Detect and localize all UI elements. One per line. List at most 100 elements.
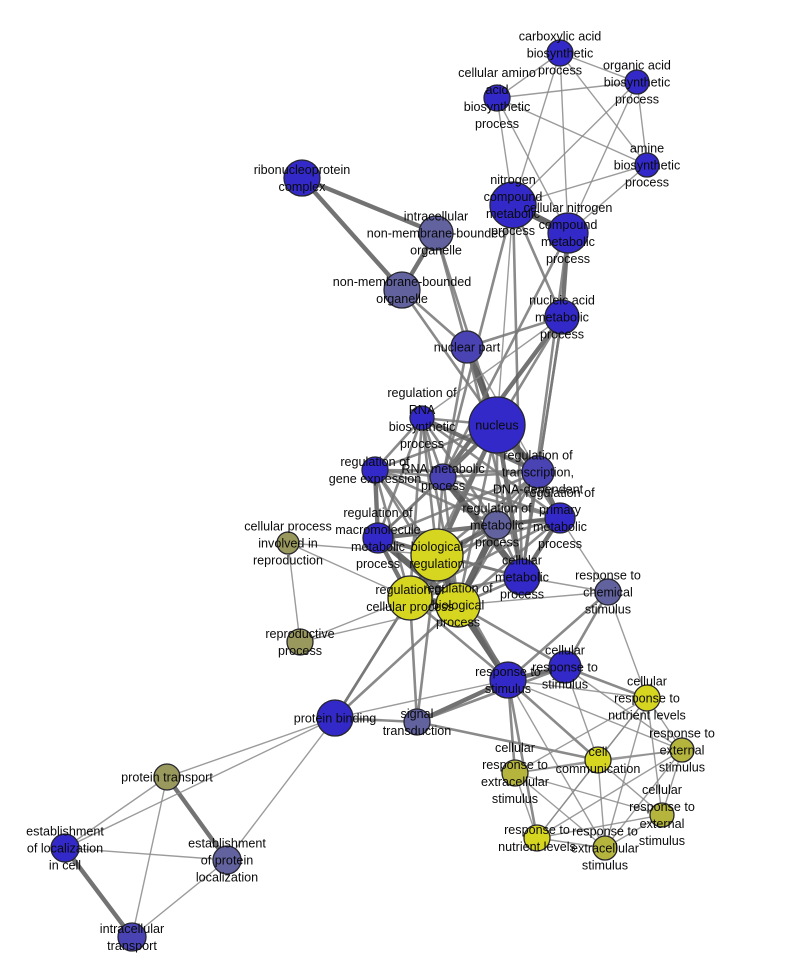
- edge-regulation-of-gene-expression--regulation-of-transcription-dna-dependent: [373, 468, 540, 474]
- edge-cellular-amino-acid-biosynthetic-process--amine-biosynthetic-process: [496, 97, 648, 166]
- edge-regulation-of-rna-biosynthetic-process--regulation-of-primary-metabolic-process: [420, 416, 562, 520]
- node-amine-biosynthetic-process[interactable]: [634, 152, 660, 178]
- node-regulation-of-biological-process[interactable]: [435, 582, 481, 628]
- node-carboxylic-acid-biosynthetic-process[interactable]: [546, 39, 574, 67]
- edge-cellular-process-involved-in-reproduction--reproductive-process: [287, 542, 301, 643]
- node-regulation-of-macromolecule-metabolic-process[interactable]: [362, 522, 394, 554]
- label-organic-acid-biosynthetic-process: organic acid biosynthetic process: [603, 59, 671, 107]
- edge-protein-transport--protein-binding: [166, 717, 336, 778]
- edge-organic-acid-biosynthetic-process--cellular-nitrogen-compound-metabolic-process: [567, 81, 638, 234]
- edge-protein-transport--intracellular-transport: [131, 776, 168, 938]
- node-organic-acid-biosynthetic-process[interactable]: [624, 69, 650, 95]
- edge-regulation-of-gene-expression--regulation-of-primary-metabolic-process: [373, 468, 562, 520]
- edge-response-to-chemical-stimulus--cellular-response-to-nutrient-levels: [607, 591, 648, 699]
- edge-response-to-stimulus--cellular-response-to-nutrient-levels: [507, 679, 648, 699]
- label-regulation-of-rna-biosynthetic-process: regulation of RNA biosynthetic process: [387, 386, 457, 451]
- node-cell-communication[interactable]: [584, 746, 612, 774]
- node-response-to-stimulus[interactable]: [489, 661, 527, 699]
- node-cellular-response-to-extracellular-stimulus[interactable]: [501, 759, 529, 787]
- node-cellular-response-to-external-stimulus[interactable]: [649, 802, 675, 828]
- node-response-to-external-stimulus[interactable]: [669, 737, 695, 763]
- edge-carboxylic-acid-biosynthetic-process--cellular-nitrogen-compound-metabolic-process: [559, 52, 569, 234]
- edge-cellular-amino-acid-biosynthetic-process--cellular-nitrogen-compound-metabolic-process: [496, 97, 569, 234]
- node-protein-transport[interactable]: [153, 763, 181, 791]
- edge-protein-binding--regulation-of-biological-process: [333, 603, 460, 720]
- node-response-to-nutrient-levels[interactable]: [523, 824, 551, 852]
- label-intracellular-non-membrane-bounded-organelle: intracellular non-membrane-bounded organel…: [367, 210, 506, 258]
- node-intracellular-non-membrane-bounded-organelle[interactable]: [418, 215, 454, 251]
- node-establishment-of-protein-localization[interactable]: [212, 845, 242, 875]
- node-reproductive-process[interactable]: [286, 628, 314, 656]
- edge-carboxylic-acid-biosynthetic-process--nitrogen-compound-metabolic-process: [512, 52, 561, 206]
- label-response-to-external-stimulus: response to external stimulus: [649, 727, 715, 775]
- edge-regulation-of-transcription-dna-dependent--regulation-of-macromolecule-metabolic-process: [376, 470, 540, 540]
- edge-organic-acid-biosynthetic-process--amine-biosynthetic-process: [636, 81, 648, 166]
- edge-cellular-response-to-nutrient-levels--cellular-response-to-extracellular-stimulus: [514, 697, 648, 774]
- label-cellular-amino-acid-biosynthetic-process: cellular amino acid biosynthetic process: [458, 66, 536, 131]
- node-biological-regulation[interactable]: [410, 528, 464, 582]
- edge-nucleic-acid-metabolic-process--regulation-of-rna-biosynthetic-process: [421, 316, 563, 419]
- edge-rna-metabolic-process--regulation-of-primary-metabolic-process: [441, 475, 562, 520]
- node-signal-transduction[interactable]: [403, 708, 431, 736]
- node-nucleus[interactable]: [468, 396, 526, 454]
- node-regulation-of-metabolic-process[interactable]: [482, 510, 512, 540]
- edge-response-to-stimulus--response-to-extracellular-stimulus: [507, 679, 606, 849]
- label-establishment-of-protein-localization: establishment of protein localization: [188, 837, 266, 885]
- nodes-layer: [50, 39, 695, 952]
- node-cellular-nitrogen-compound-metabolic-process[interactable]: [547, 212, 589, 254]
- node-regulation-of-rna-biosynthetic-process[interactable]: [409, 405, 435, 431]
- node-ribonucleoprotein-complex[interactable]: [283, 159, 321, 197]
- label-regulation-of-primary-metabolic-process: regulation of primary metabolic process: [525, 486, 595, 551]
- edge-cellular-response-to-nutrient-levels--cellular-response-to-external-stimulus: [646, 697, 663, 816]
- label-response-to-extracellular-stimulus: response to extracellular stimulus: [571, 825, 639, 873]
- label-nucleic-acid-metabolic-process: nucleic acid metabolic process: [529, 294, 595, 342]
- node-response-to-chemical-stimulus[interactable]: [594, 578, 622, 606]
- node-regulation-of-gene-expression[interactable]: [361, 456, 389, 484]
- label-nucleus: nucleus: [475, 419, 518, 433]
- edge-response-to-extracellular-stimulus--cellular-response-to-extracellular-stimulus: [514, 772, 606, 849]
- node-regulation-of-primary-metabolic-process[interactable]: [544, 502, 576, 534]
- label-biological-regulation: biological regulation: [409, 540, 464, 571]
- edge-response-to-external-stimulus--response-to-nutrient-levels: [536, 749, 683, 839]
- edge-cellular-response-to-external-stimulus--cellular-response-to-extracellular-stimulus: [514, 772, 663, 816]
- label-regulation-of-cellular-process: regulation of cellular process: [366, 583, 454, 614]
- node-regulation-of-cellular-process[interactable]: [387, 575, 433, 621]
- edge-protein-binding--response-to-stimulus: [334, 679, 509, 719]
- label-protein-binding: protein binding: [294, 712, 377, 726]
- edge-cell-communication--response-to-nutrient-levels: [536, 759, 599, 839]
- edge-cellular-response-to-nutrient-levels--response-to-extracellular-stimulus: [604, 697, 648, 849]
- edge-cellular-response-to-stimulus--response-to-external-stimulus: [564, 666, 683, 751]
- label-cellular-response-to-external-stimulus: cellular response to external stimulus: [629, 783, 695, 848]
- node-nuclear-part[interactable]: [450, 330, 484, 364]
- label-reproductive-process: reproductive process: [265, 627, 334, 658]
- node-nitrogen-compound-metabolic-process[interactable]: [489, 181, 537, 229]
- label-non-membrane-bounded-organelle: non-membrane-bounded organelle: [333, 275, 472, 306]
- node-rna-metabolic-process[interactable]: [429, 463, 457, 491]
- node-establishment-of-localization-in-cell[interactable]: [50, 833, 80, 863]
- label-ribonucleoprotein-complex: ribonucleoprotein complex: [254, 163, 351, 194]
- edge-ribonucleoprotein-complex--non-membrane-bounded-organelle: [299, 175, 405, 293]
- node-intracellular-transport[interactable]: [117, 922, 147, 952]
- node-nucleic-acid-metabolic-process[interactable]: [544, 299, 580, 335]
- label-cellular-process-involved-in-reproduction: cellular process involved in reproduction: [244, 520, 332, 568]
- node-cellular-response-to-stimulus[interactable]: [548, 650, 582, 684]
- label-protein-transport: protein transport: [121, 771, 213, 785]
- edge-regulation-of-gene-expression--regulation-of-biological-process: [373, 468, 460, 607]
- node-response-to-extracellular-stimulus[interactable]: [592, 835, 618, 861]
- node-protein-binding[interactable]: [316, 699, 354, 737]
- edge-signal-transduction--biological-regulation: [415, 553, 439, 724]
- node-cellular-response-to-nutrient-levels[interactable]: [633, 684, 661, 712]
- label-cellular-nitrogen-compound-metabolic-process: cellular nitrogen compound metabolic proces…: [524, 201, 613, 266]
- edge-cellular-response-to-external-stimulus--response-to-nutrient-levels: [536, 814, 663, 839]
- edge-ribonucleoprotein-complex--intracellular-non-membrane-bounded-organelle: [299, 175, 439, 236]
- node-cellular-process-involved-in-reproduction[interactable]: [276, 531, 300, 555]
- edge-regulation-of-rna-biosynthetic-process--regulation-of-macromolecule-metabolic-process: [376, 416, 424, 540]
- label-amine-biosynthetic-process: amine biosynthetic process: [614, 142, 681, 190]
- node-regulation-of-transcription-dna-dependent[interactable]: [521, 455, 555, 489]
- label-cellular-response-to-stimulus: cellular response to stimulus: [532, 644, 598, 692]
- node-non-membrane-bounded-organelle[interactable]: [383, 271, 421, 309]
- node-cellular-metabolic-process[interactable]: [503, 558, 541, 596]
- node-cellular-amino-acid-biosynthetic-process[interactable]: [483, 84, 511, 112]
